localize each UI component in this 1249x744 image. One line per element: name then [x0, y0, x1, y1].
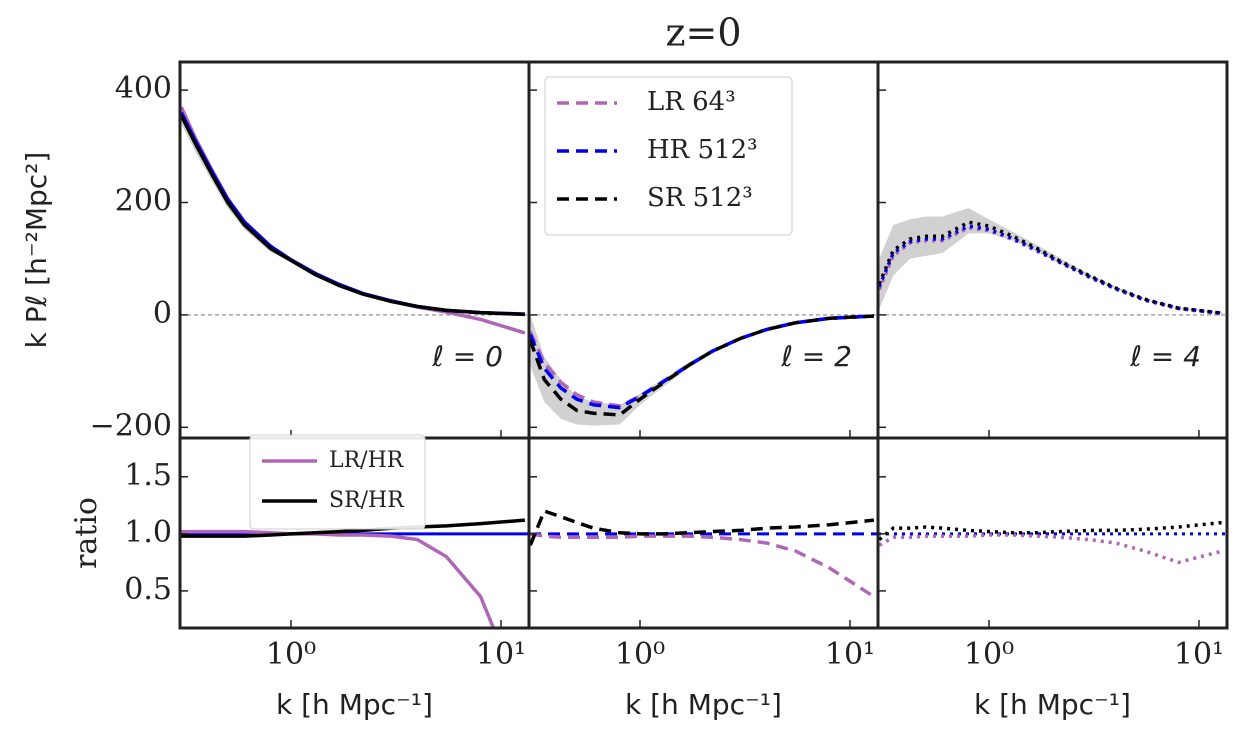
panel-frame	[876, 436, 1229, 630]
x-axis-label: k [h Mpc⁻¹]	[276, 688, 433, 721]
x-tick-label: 10¹	[1174, 637, 1224, 672]
legend-label: LR/HR	[329, 448, 405, 473]
series-line	[878, 520, 1224, 541]
y-tick-label: 1.5	[124, 458, 172, 493]
series-line	[878, 533, 1224, 565]
plot-area	[878, 208, 1227, 316]
series-line	[181, 518, 526, 538]
x-axis-label: k [h Mpc⁻¹]	[625, 688, 782, 721]
legend-box	[249, 434, 426, 530]
x-axis-label: k [h Mpc⁻¹]	[974, 688, 1131, 721]
series-line	[180, 106, 526, 335]
legend-label: LR 64³	[647, 87, 736, 117]
legend-box	[544, 76, 793, 236]
y-tick-label: 1.0	[124, 515, 172, 550]
legend-label: HR 512³	[647, 135, 758, 165]
x-tick-label: 10⁰	[266, 637, 316, 672]
series-line	[529, 314, 874, 410]
x-tick-label: 10⁰	[615, 637, 665, 672]
y-tick-label: 200	[115, 184, 172, 219]
annotation: ℓ = 0	[431, 340, 503, 373]
legend-label: SR/HR	[329, 488, 405, 513]
y-tick-label: 400	[115, 71, 172, 106]
series-line	[181, 529, 496, 628]
y-tick-label: 0.5	[124, 572, 172, 607]
legend-label: SR 512³	[647, 183, 753, 213]
band	[879, 208, 1223, 314]
x-tick-label: 10⁰	[964, 637, 1014, 672]
band	[530, 314, 874, 426]
series-line	[529, 532, 875, 599]
x-tick-label: 10¹	[476, 637, 526, 672]
y-axis-label: ratio	[69, 497, 104, 569]
plot-area	[878, 520, 1227, 565]
annotation: ℓ = 2	[780, 340, 852, 373]
y-axis-label: k Pℓ [h⁻²Mpc²]	[20, 152, 53, 349]
x-tick-label: 10¹	[825, 637, 875, 672]
plot-area	[180, 106, 529, 335]
plot-area	[529, 508, 878, 599]
y-tick-label: 0	[153, 296, 172, 331]
plot-area	[529, 314, 878, 426]
annotation: ℓ = 4	[1129, 340, 1201, 373]
panel-frame	[178, 60, 531, 440]
series-line	[529, 508, 875, 546]
plot-area	[180, 518, 529, 628]
y-tick-label: −200	[90, 408, 172, 443]
series-line	[180, 114, 525, 317]
chart-title: z=0	[665, 11, 741, 55]
